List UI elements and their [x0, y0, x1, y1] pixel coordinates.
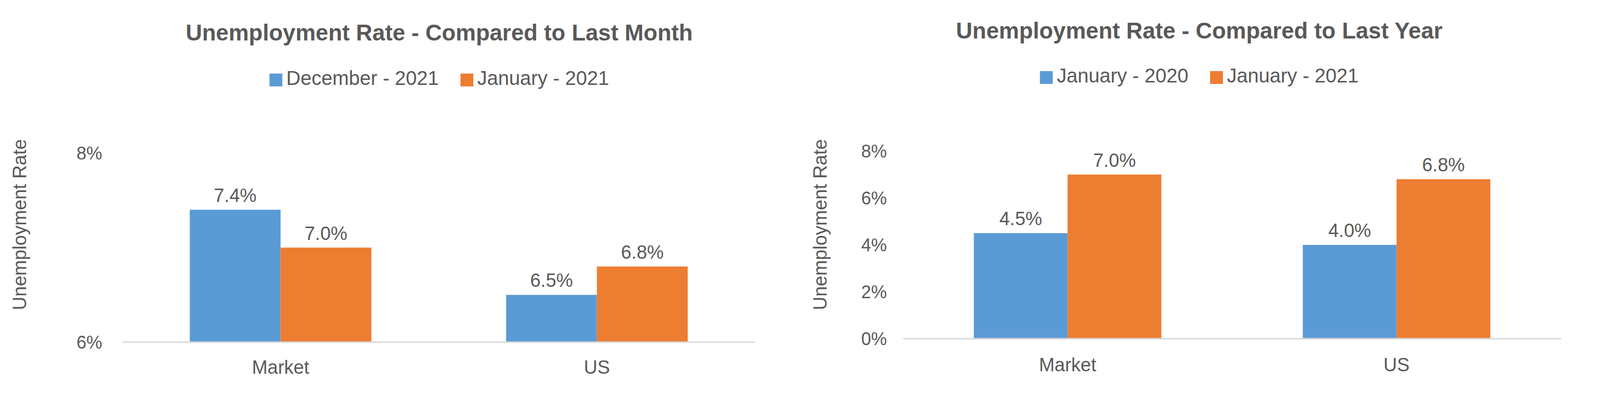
tick-label: 0% [861, 328, 887, 349]
bar [280, 247, 372, 343]
legend: January - 2020 January - 2021 [1039, 64, 1359, 87]
bars [190, 209, 688, 343]
legend-label: January - 2021 [1226, 64, 1359, 87]
legend-swatch [1210, 71, 1223, 84]
bar [506, 294, 598, 343]
legend-label: December - 2021 [286, 67, 439, 89]
bar [1302, 244, 1397, 339]
canvas: Unemployment Rate - Compared to Last Mon… [0, 0, 1600, 393]
tick-label: 8% [76, 143, 103, 164]
data-label: 6.8% [1421, 154, 1465, 176]
axis-title: Unemployment Rate [9, 139, 31, 310]
tick-label: 6% [76, 332, 103, 353]
bar [597, 266, 688, 343]
bar [973, 232, 1068, 339]
chart-title: Unemployment Rate - Compared to Last Yea… [955, 17, 1443, 44]
data-label: 6.8% [620, 241, 664, 263]
legend-swatch [1039, 71, 1053, 84]
data-label: 4.5% [999, 208, 1043, 229]
legend-label: January - 2020 [1056, 64, 1189, 87]
chart-title: Unemployment Rate - Compared to Last Mon… [185, 19, 693, 46]
chart: Unemployment Rate - Compared to Last Mon… [9, 19, 756, 378]
data-label: 7.0% [304, 223, 348, 244]
category-label: US [583, 356, 610, 378]
legend-label: January - 2021 [477, 67, 610, 89]
tick-label: 8% [861, 141, 887, 162]
legend-swatch [460, 73, 474, 87]
category-label: Market [251, 356, 310, 378]
data-labels: 4.5% 7.0% 4.0% 6.8% [999, 150, 1465, 242]
data-label: 7.0% [1093, 150, 1137, 171]
chart: Unemployment Rate - Compared to Last Yea… [809, 17, 1562, 376]
axis-title: Unemployment Rate [809, 139, 831, 310]
category-label: US [1383, 354, 1410, 376]
axis-line [122, 341, 756, 343]
bar [1067, 174, 1162, 340]
tick-label: 6% [861, 188, 887, 209]
bar [190, 209, 281, 343]
tick-label: 2% [861, 281, 887, 303]
bar [1396, 179, 1491, 339]
data-label: 6.5% [530, 269, 573, 291]
axis-line [903, 338, 1562, 340]
legend: December - 2021 January - 2021 [269, 67, 610, 89]
bars [973, 174, 1491, 340]
tick-label: 4% [861, 234, 887, 256]
data-label: 4.0% [1328, 220, 1372, 241]
data-label: 7.4% [213, 185, 257, 206]
legend-swatch [269, 73, 283, 87]
data-labels: 7.4% 7.0% 6.5% 6.8% [213, 185, 664, 291]
category-label: Market [1038, 354, 1097, 376]
